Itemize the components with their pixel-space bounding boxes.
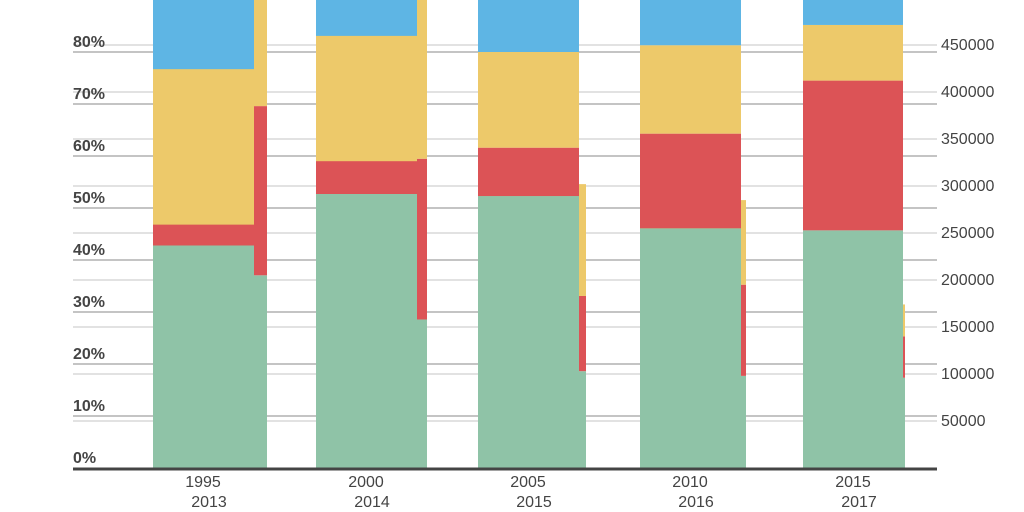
abs-y-tick-label: 250000 xyxy=(941,225,994,242)
abs-x-tick-label: 2015 xyxy=(516,494,552,511)
pct-bar-segment xyxy=(803,24,903,81)
pct-bar-segment xyxy=(803,80,903,231)
pct-bar-segment xyxy=(316,35,417,162)
pct-y-tick-label: 10% xyxy=(73,398,105,415)
abs-y-tick-label: 100000 xyxy=(941,366,994,383)
abs-x-tick-label: 2013 xyxy=(191,494,227,511)
pct-x-tick-label: 1995 xyxy=(185,474,221,491)
abs-y-tick-label: 400000 xyxy=(941,84,994,101)
pct-bar-segment xyxy=(153,69,254,225)
pct-bar-segment xyxy=(478,147,579,197)
pct-bar-segment xyxy=(316,0,417,36)
pct-y-tick-label: 80% xyxy=(73,34,105,51)
pct-y-tick-label: 20% xyxy=(73,346,105,363)
abs-y-tick-label: 200000 xyxy=(941,272,994,289)
pct-y-tick-label: 30% xyxy=(73,294,105,311)
pct-bar-segment xyxy=(316,193,417,468)
abs-y-tick-label: 350000 xyxy=(941,131,994,148)
abs-y-tick-label: 150000 xyxy=(941,319,994,336)
abs-y-tick-label: 300000 xyxy=(941,178,994,195)
abs-y-tick-label: 450000 xyxy=(941,37,994,54)
abs-y-tick-label: 50000 xyxy=(941,413,986,430)
abs-x-tick-label: 2014 xyxy=(354,494,390,511)
pct-bar-segment xyxy=(478,52,579,148)
pct-y-tick-label: 40% xyxy=(73,242,105,259)
pct-bar-segment xyxy=(478,0,579,52)
pct-bar-segment xyxy=(640,133,741,229)
pct-bar-segment xyxy=(153,0,254,70)
pct-bar-segment xyxy=(640,0,741,46)
pct-y-tick-label: 70% xyxy=(73,86,105,103)
pct-bar-segment xyxy=(153,224,254,246)
abs-x-tick-label: 2016 xyxy=(678,494,714,511)
pct-bar-segment xyxy=(640,228,741,468)
pct-bar-segment xyxy=(153,245,254,468)
abs-x-tick-label: 2017 xyxy=(841,494,877,511)
pct-y-tick-label: 50% xyxy=(73,190,105,207)
pct-bar-segment xyxy=(316,161,417,194)
pct-x-tick-label: 2015 xyxy=(835,474,871,491)
pct-bar-segment xyxy=(640,45,741,134)
pct-x-tick-label: 2010 xyxy=(672,474,708,491)
pct-x-tick-label: 2005 xyxy=(510,474,546,491)
pct-y-tick-label: 60% xyxy=(73,138,105,155)
pct-x-tick-label: 2000 xyxy=(348,474,384,491)
pct-bar-segment xyxy=(803,230,903,468)
pct-bar-segment xyxy=(478,196,579,469)
pct-y-tick-label: 0% xyxy=(73,450,96,467)
pct-bar-segment xyxy=(803,0,903,25)
